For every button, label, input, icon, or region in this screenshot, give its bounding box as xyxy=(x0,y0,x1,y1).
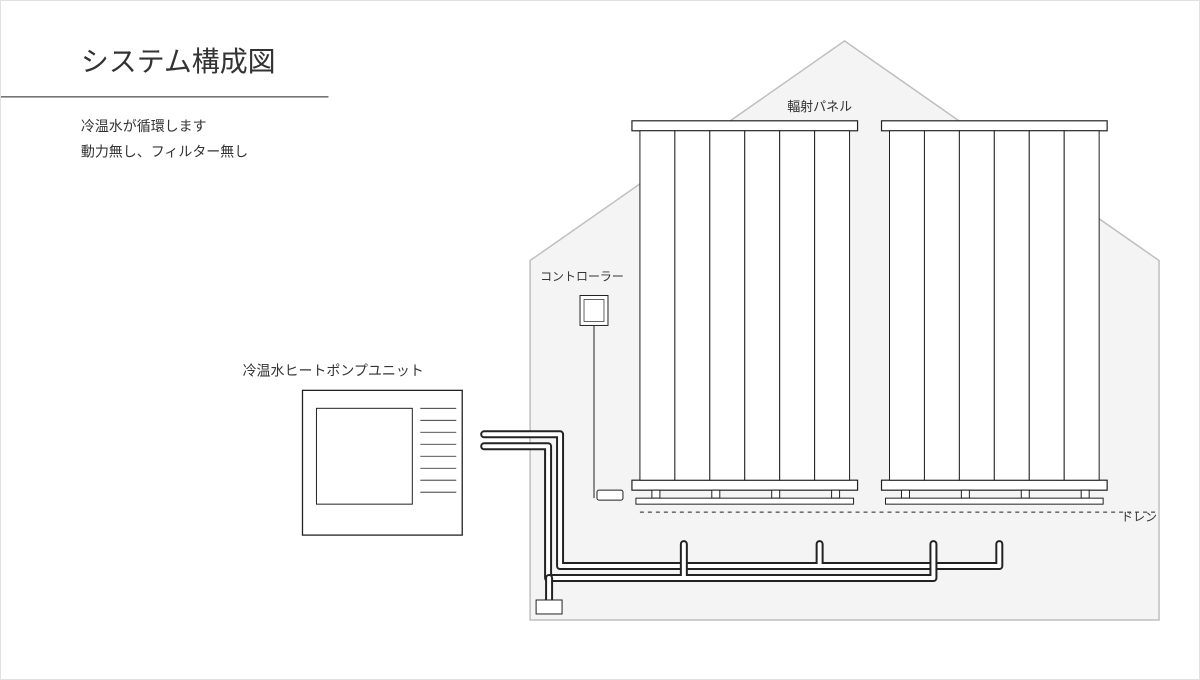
subtitle-2: 動力無し、フィルター無し xyxy=(81,144,248,160)
heat-pump-unit xyxy=(302,390,462,535)
subtitle-1: 冷温水が循環します xyxy=(81,118,207,134)
diagram-svg: システム構成図 冷温水が循環します 動力無し、フィルター無し 輻射パネル コント… xyxy=(1,1,1199,680)
label-panel: 輻射パネル xyxy=(787,99,852,114)
page-title: システム構成図 xyxy=(81,46,276,77)
label-drain: ドレン xyxy=(1121,510,1157,524)
diagram-frame: システム構成図 冷温水が循環します 動力無し、フィルター無し 輻射パネル コント… xyxy=(0,0,1200,680)
label-controller: コントローラー xyxy=(540,270,624,284)
label-heatpump: 冷温水ヒートポンプユニット xyxy=(243,362,424,378)
